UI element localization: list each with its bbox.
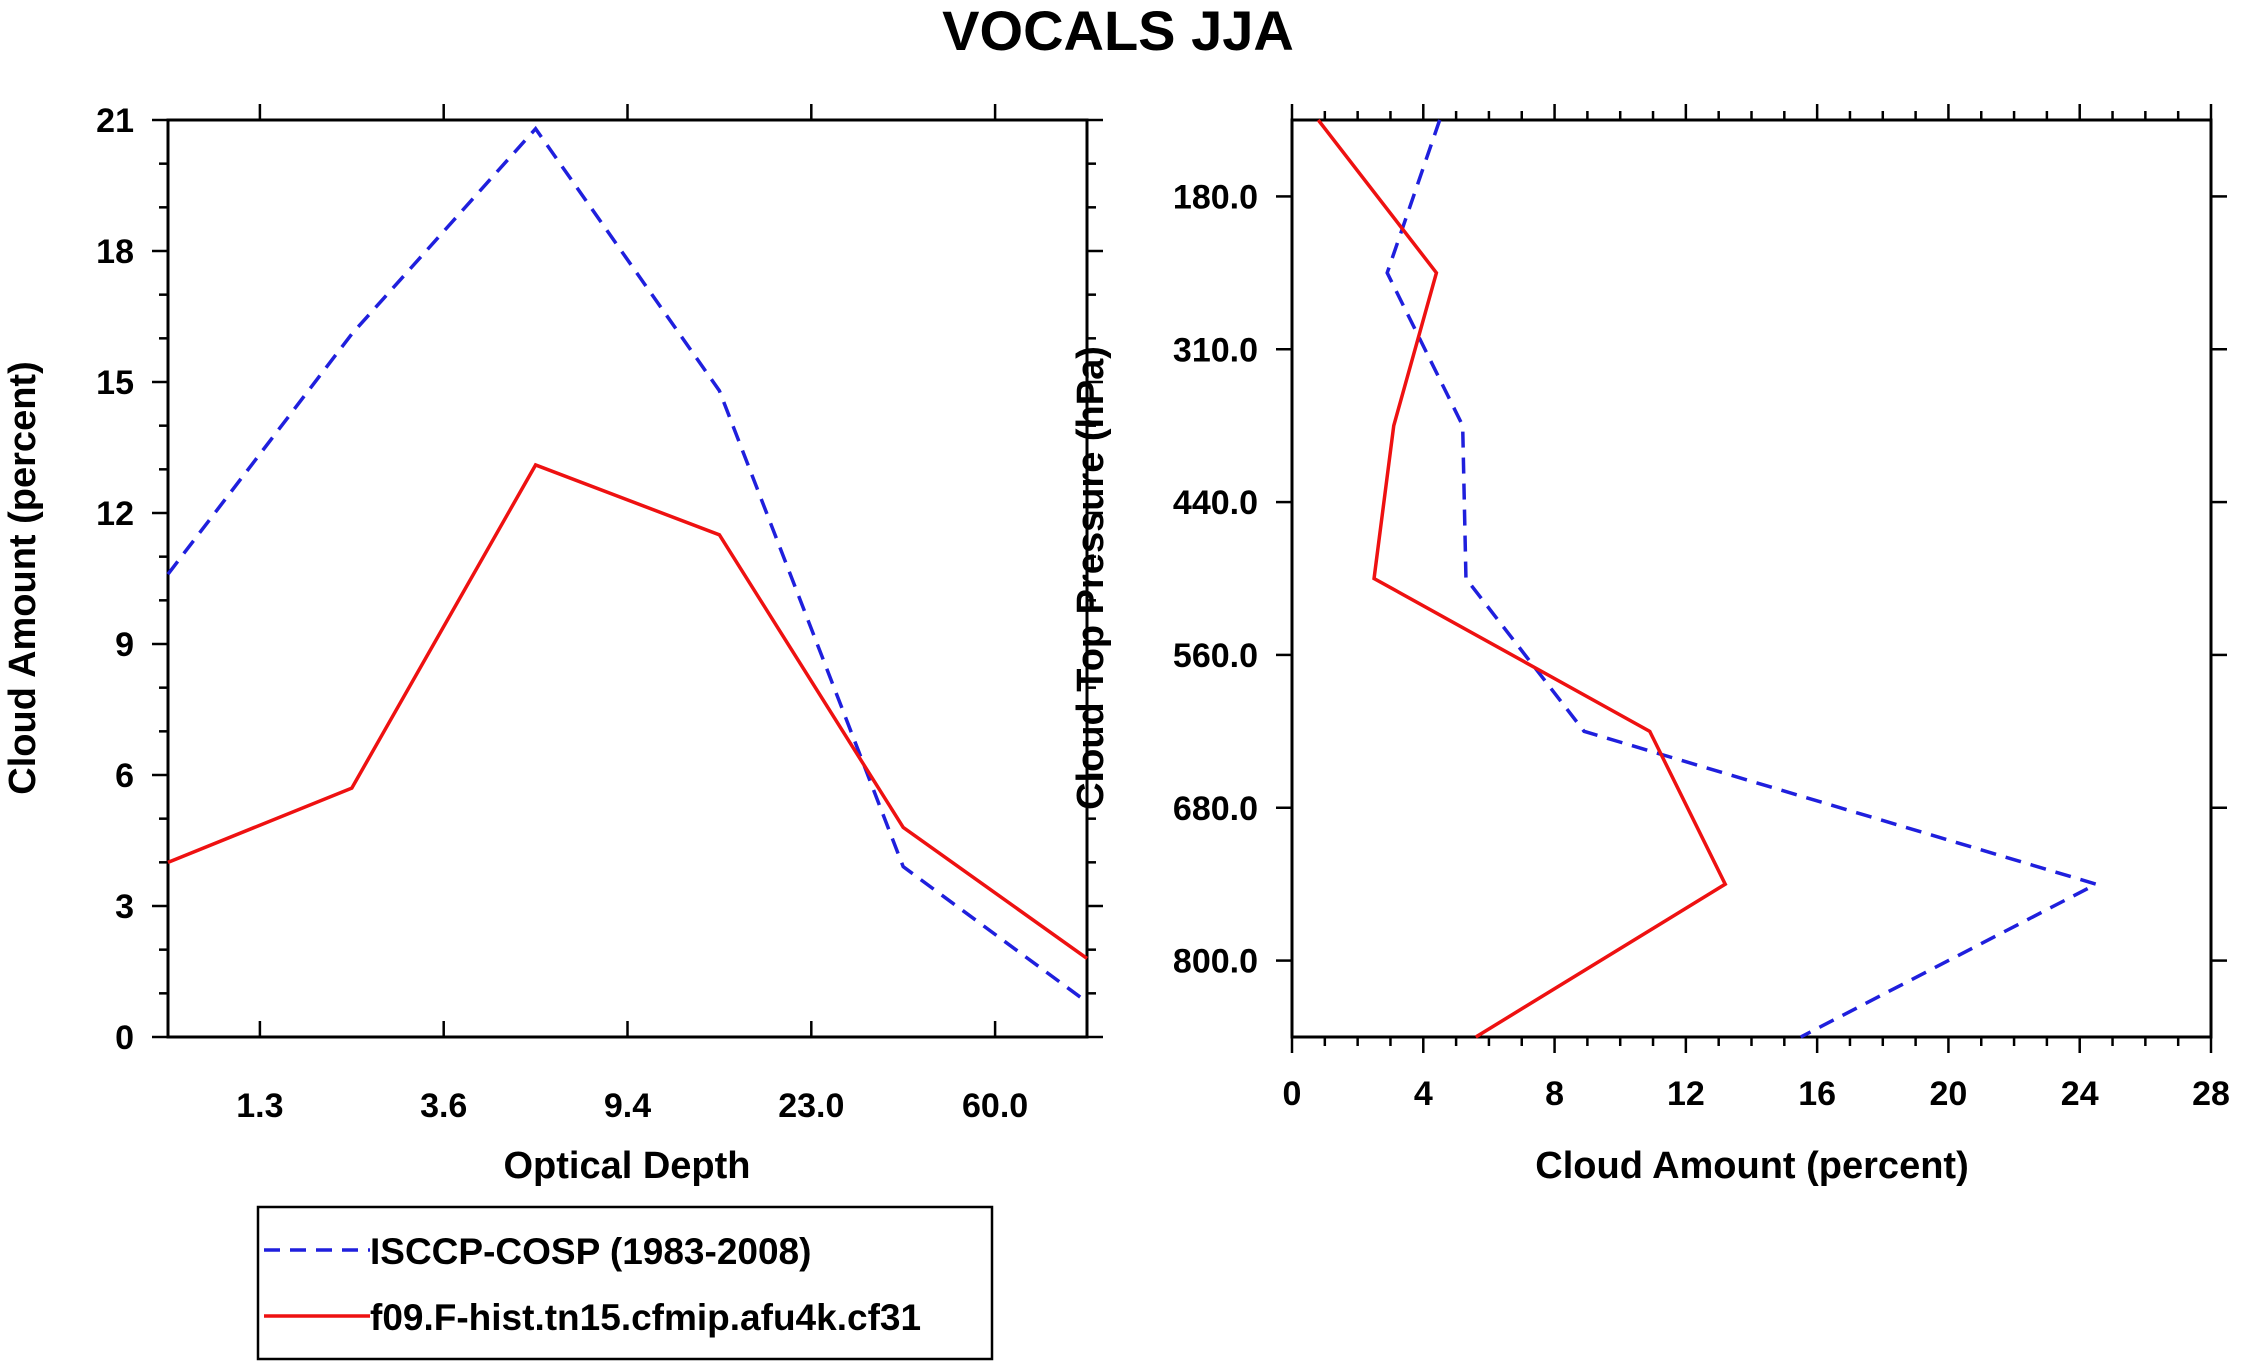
right-y-tick-label: 800.0	[1173, 943, 1258, 981]
right-series	[1316, 118, 2101, 1039]
right-y-tick-label: 180.0	[1173, 178, 1258, 216]
right-panel: 0 4 8 12 16 20 24 28 180.0 310.0 440.0 560.0 680.0 80…	[1070, 104, 2230, 1187]
left-x-tick-label: 60.0	[962, 1087, 1028, 1125]
left-x-tick-label: 1.3	[236, 1087, 283, 1125]
right-x-axis-label: Cloud Amount (percent)	[1535, 1145, 1968, 1187]
right-y-tick-label: 440.0	[1173, 484, 1258, 522]
right-x-tick-label: 28	[2192, 1075, 2230, 1113]
left-y-axis-label: Cloud Amount (percent)	[2, 361, 44, 794]
legend-label-obs: ISCCP-COSP (1983-2008)	[370, 1231, 811, 1272]
left-x-tick-label: 3.6	[420, 1087, 467, 1125]
left-series-model-line	[167, 462, 1089, 960]
left-series-obs-line	[166, 125, 1089, 1004]
left-series	[166, 125, 1089, 1004]
right-ticks: 0 4 8 12 16 20 24 28 180.0 310.0 440.0 560.0 680.0 80…	[1173, 104, 2230, 1113]
legend: ISCCP-COSP (1983-2008) f09.F-hist.tn15.c…	[256, 1205, 994, 1361]
right-x-tick-label: 12	[1667, 1075, 1705, 1113]
right-plot-frame	[1290, 118, 2213, 1039]
left-y-tick-label: 21	[96, 102, 134, 140]
left-panel: 1.3 3.6 9.4 23.0 60.0 0 3 6 9 12 15 18 21 Optical De…	[2, 102, 1103, 1187]
right-x-tick-label: 8	[1545, 1075, 1564, 1113]
legend-label-model: f09.F-hist.tn15.cfmip.afu4k.cf31	[370, 1297, 921, 1338]
figure-title: VOCALS JJA	[942, 0, 1294, 62]
right-y-tick-label: 680.0	[1173, 790, 1258, 828]
left-x-tick-label: 9.4	[604, 1087, 651, 1125]
left-y-tick-label: 9	[115, 626, 134, 664]
legend-box	[256, 1205, 994, 1361]
right-x-tick-label: 20	[1930, 1075, 1968, 1113]
right-y-tick-label: 560.0	[1173, 637, 1258, 675]
left-y-tick-label: 12	[96, 495, 134, 533]
left-y-tick-label: 18	[96, 233, 134, 271]
left-x-tick-label: 23.0	[778, 1087, 844, 1125]
right-series-obs-line	[1385, 119, 2101, 1039]
right-y-tick-label: 310.0	[1173, 331, 1258, 369]
right-series-model-line	[1316, 118, 1728, 1039]
right-x-tick-label: 16	[1798, 1075, 1836, 1113]
left-y-tick-label: 6	[115, 757, 134, 795]
left-y-tick-label: 15	[96, 364, 134, 402]
left-y-tick-label: 3	[115, 888, 134, 926]
right-y-axis-label: Cloud Top Pressure (hPa)	[1070, 346, 1112, 810]
left-ticks: 1.3 3.6 9.4 23.0 60.0 0 3 6 9 12 15 18 21	[96, 102, 1103, 1125]
left-y-tick-label: 0	[115, 1019, 134, 1057]
right-x-tick-label: 4	[1414, 1075, 1433, 1113]
left-x-axis-label: Optical Depth	[503, 1145, 750, 1187]
right-x-tick-label: 0	[1283, 1075, 1302, 1113]
right-x-tick-label: 24	[2061, 1075, 2099, 1113]
